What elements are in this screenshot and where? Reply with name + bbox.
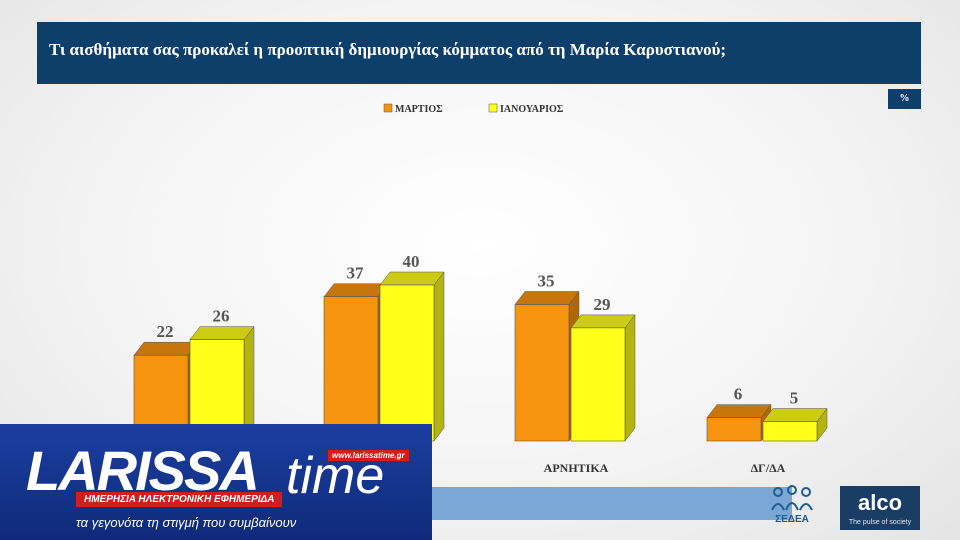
data-label: 37 [347, 264, 365, 283]
bar-top [763, 409, 827, 422]
logo-tagline: τα γεγονότα τη στιγμή που συμβαίνουν [76, 515, 296, 530]
data-label: 35 [538, 272, 555, 291]
bar [707, 418, 761, 441]
alco-logo: alco The pulse of society [840, 486, 920, 530]
data-label: 26 [213, 307, 230, 326]
logo-url: www.larissatime.gr [328, 450, 409, 461]
bar-top [134, 342, 198, 355]
alco-tagline: The pulse of society [840, 519, 920, 526]
bar [763, 422, 817, 442]
footer-bar [432, 487, 792, 520]
legend-label: ΜΑΡΤΙΟΣ [395, 104, 443, 115]
bar-top [380, 272, 444, 285]
alco-wordmark: alco [840, 490, 920, 516]
legend-swatch [384, 104, 392, 112]
data-label: 5 [790, 389, 799, 408]
category-label: ΔΓ/ΔΑ [751, 461, 786, 475]
data-label: 22 [157, 322, 174, 341]
data-label: 29 [594, 295, 611, 314]
bar-top [515, 292, 579, 305]
data-label: 6 [734, 385, 743, 404]
bar-top [190, 327, 254, 340]
larissatime-logo: LARISSA time www.larissatime.gr ΗΜΕΡΗΣΙΑ… [0, 424, 432, 540]
bar [571, 328, 625, 441]
legend-swatch [489, 104, 497, 112]
data-label: 40 [403, 252, 420, 271]
bar [515, 305, 569, 442]
bar [324, 297, 378, 441]
bar-top [571, 315, 635, 328]
bar-top [324, 284, 388, 297]
bar [380, 285, 434, 441]
sedea-label: ΣΕΔΕΑ [752, 514, 832, 525]
bar-top [707, 405, 771, 418]
category-label: ΑΡΝΗΤΙΚΑ [544, 461, 609, 475]
sedea-logo: ΣΕΔΕΑ [752, 484, 832, 528]
legend-label: ΙΑΝΟΥΑΡΙΟΣ [500, 104, 564, 115]
bar-side [625, 315, 635, 441]
people-icon [752, 484, 832, 514]
logo-subtitle: ΗΜΕΡΗΣΙΑ ΗΛΕΚΤΡΟΝΙΚΗ ΕΦΗΜΕΡΙΔΑ [76, 492, 282, 507]
bar-side [434, 272, 444, 441]
